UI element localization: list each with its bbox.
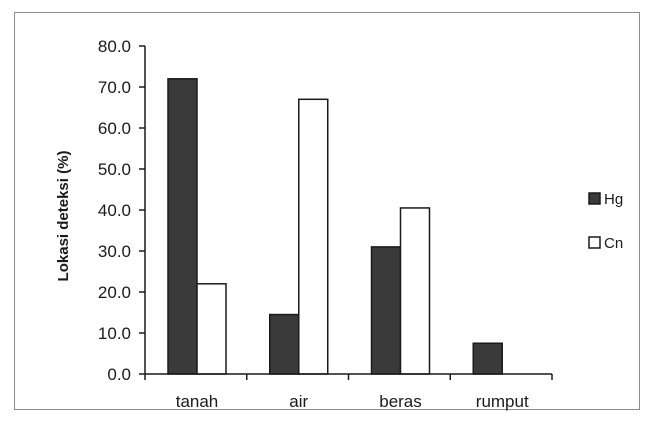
bar-hg-tanah [167,78,198,375]
y-tick-label: 20.0 [98,283,131,302]
bar-cn-beras [399,207,431,375]
legend: Hg Cn [588,191,623,252]
y-tick-label: 50.0 [98,160,131,179]
y-tick-label: 70.0 [98,78,131,97]
y-tick-label: 0.0 [107,365,131,384]
category-labels: tanah air beras rumput [144,374,553,411]
y-tick-label: 30.0 [98,242,131,261]
category-label-tanah: tanah [176,392,219,411]
bar-cn-tanah [196,283,227,375]
y-tick-label: 80.0 [98,37,131,56]
legend-swatch-hg [588,192,601,205]
y-axis-title: Lokasi deteksi (%) [55,151,72,282]
category-label-rumput: rumput [476,392,529,411]
y-tick-label: 40.0 [98,201,131,220]
bar-hg-beras [370,246,402,375]
category-label-beras: beras [379,392,422,411]
bar-hg-air [269,313,300,375]
chart-frame [14,12,640,410]
y-tick-label: 10.0 [98,324,131,343]
legend-swatch-cn [588,236,601,249]
bars [167,78,503,375]
bar-cn-air [298,98,329,375]
y-axis-ticks: 0.0 10.0 20.0 30.0 40.0 50.0 60.0 70.0 80.0 [98,37,145,384]
legend-label-cn: Cn [604,235,623,252]
bar-hg-rumput [472,342,503,375]
legend-label-hg: Hg [604,191,623,208]
category-label-air: air [289,392,308,411]
y-tick-label: 60.0 [98,119,131,138]
